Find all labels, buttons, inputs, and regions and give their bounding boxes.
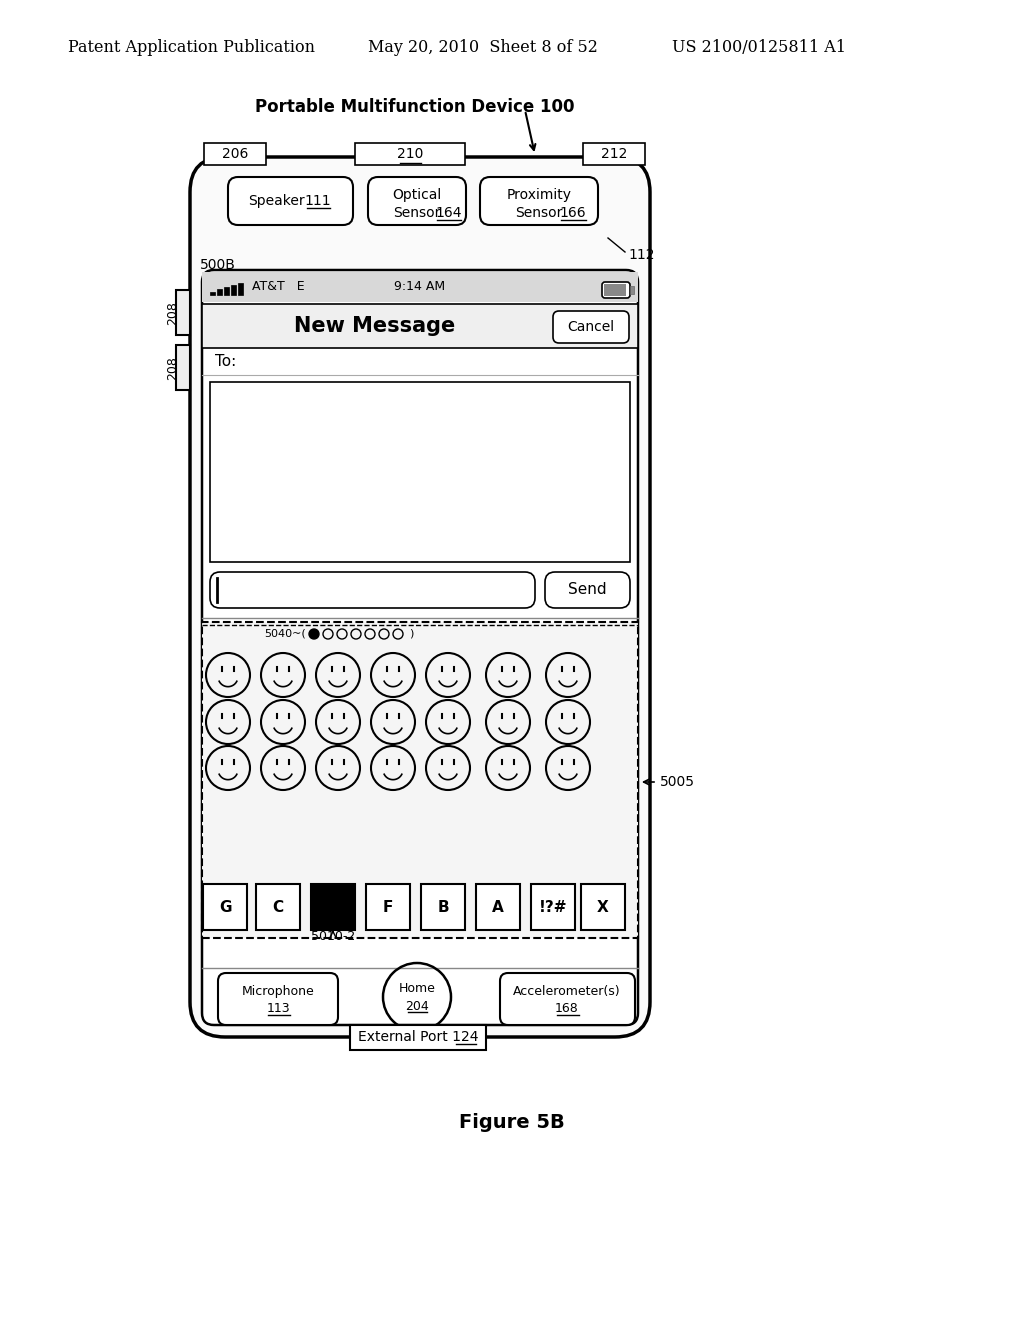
Text: 5010-2: 5010-2	[311, 931, 355, 944]
FancyBboxPatch shape	[602, 282, 630, 298]
Text: X: X	[597, 899, 609, 915]
FancyBboxPatch shape	[218, 973, 338, 1026]
Text: ): )	[409, 630, 414, 639]
FancyBboxPatch shape	[202, 271, 638, 1026]
FancyBboxPatch shape	[500, 973, 635, 1026]
Bar	[583, 143, 645, 165]
Bar	[203, 884, 247, 931]
Text: Portable Multifunction Device 100: Portable Multifunction Device 100	[255, 98, 574, 116]
FancyBboxPatch shape	[368, 177, 466, 224]
Bar	[531, 884, 575, 931]
Bar	[630, 286, 634, 294]
Bar	[311, 884, 355, 931]
Text: Home: Home	[398, 982, 435, 994]
Bar	[350, 1026, 486, 1049]
Text: G: G	[219, 899, 231, 915]
Text: To:: To:	[215, 355, 237, 370]
Text: 164: 164	[436, 206, 462, 220]
Text: Cancel: Cancel	[567, 319, 614, 334]
Text: 210: 210	[397, 147, 423, 161]
Text: External Port 124: External Port 124	[357, 1030, 478, 1044]
FancyBboxPatch shape	[210, 572, 535, 609]
FancyBboxPatch shape	[545, 572, 630, 609]
FancyBboxPatch shape	[228, 177, 353, 224]
Text: F: F	[383, 899, 393, 915]
Text: 208: 208	[167, 301, 179, 325]
Bar	[231, 285, 236, 294]
FancyBboxPatch shape	[190, 157, 650, 1038]
Bar	[256, 884, 300, 931]
Bar	[176, 345, 190, 389]
Text: 500B: 500B	[200, 257, 236, 272]
Text: 168: 168	[555, 1002, 579, 1015]
Text: Microphone: Microphone	[242, 986, 314, 998]
Bar	[581, 884, 625, 931]
Bar	[238, 282, 243, 294]
Text: 208: 208	[167, 356, 179, 380]
Text: A: A	[493, 899, 504, 915]
Text: New Message: New Message	[294, 315, 456, 337]
FancyBboxPatch shape	[553, 312, 629, 343]
Text: US 2100/0125811 A1: US 2100/0125811 A1	[672, 40, 846, 57]
Text: AT&T   E: AT&T E	[252, 281, 304, 293]
Text: Figure 5B: Figure 5B	[459, 1113, 565, 1131]
Text: 166: 166	[560, 206, 587, 220]
Text: Optical: Optical	[392, 187, 441, 202]
Bar	[202, 622, 638, 939]
Text: 113: 113	[266, 1002, 290, 1015]
Bar	[224, 288, 229, 294]
Bar	[204, 143, 266, 165]
Text: 5040~(: 5040~(	[264, 630, 306, 639]
Text: 212: 212	[601, 147, 627, 161]
Bar	[355, 143, 465, 165]
Bar	[210, 292, 215, 294]
Bar	[421, 884, 465, 931]
Text: Speaker: Speaker	[248, 194, 304, 209]
Text: Proximity: Proximity	[507, 187, 571, 202]
Text: 9:14 AM: 9:14 AM	[394, 281, 445, 293]
Bar	[202, 304, 638, 348]
Text: B: B	[437, 899, 449, 915]
Bar	[217, 289, 222, 294]
Bar	[366, 884, 410, 931]
Text: Accelerometer(s): Accelerometer(s)	[513, 986, 621, 998]
Text: Sensor: Sensor	[515, 206, 562, 220]
Text: 206: 206	[222, 147, 248, 161]
Bar	[210, 381, 630, 562]
Text: May 20, 2010  Sheet 8 of 52: May 20, 2010 Sheet 8 of 52	[368, 40, 598, 57]
Bar	[176, 290, 190, 335]
Text: 111: 111	[305, 194, 332, 209]
Text: C: C	[272, 899, 284, 915]
Text: Patent Application Publication: Patent Application Publication	[68, 40, 315, 57]
Text: 204: 204	[406, 999, 429, 1012]
Text: 5005: 5005	[660, 775, 695, 789]
Text: !?#: !?#	[539, 899, 567, 915]
Bar	[476, 884, 520, 931]
Bar	[604, 284, 626, 296]
FancyBboxPatch shape	[480, 177, 598, 224]
Text: Sensor: Sensor	[393, 206, 440, 220]
Circle shape	[309, 630, 319, 639]
Text: Send: Send	[567, 582, 606, 598]
Text: 112: 112	[628, 248, 654, 261]
Bar	[202, 272, 638, 302]
